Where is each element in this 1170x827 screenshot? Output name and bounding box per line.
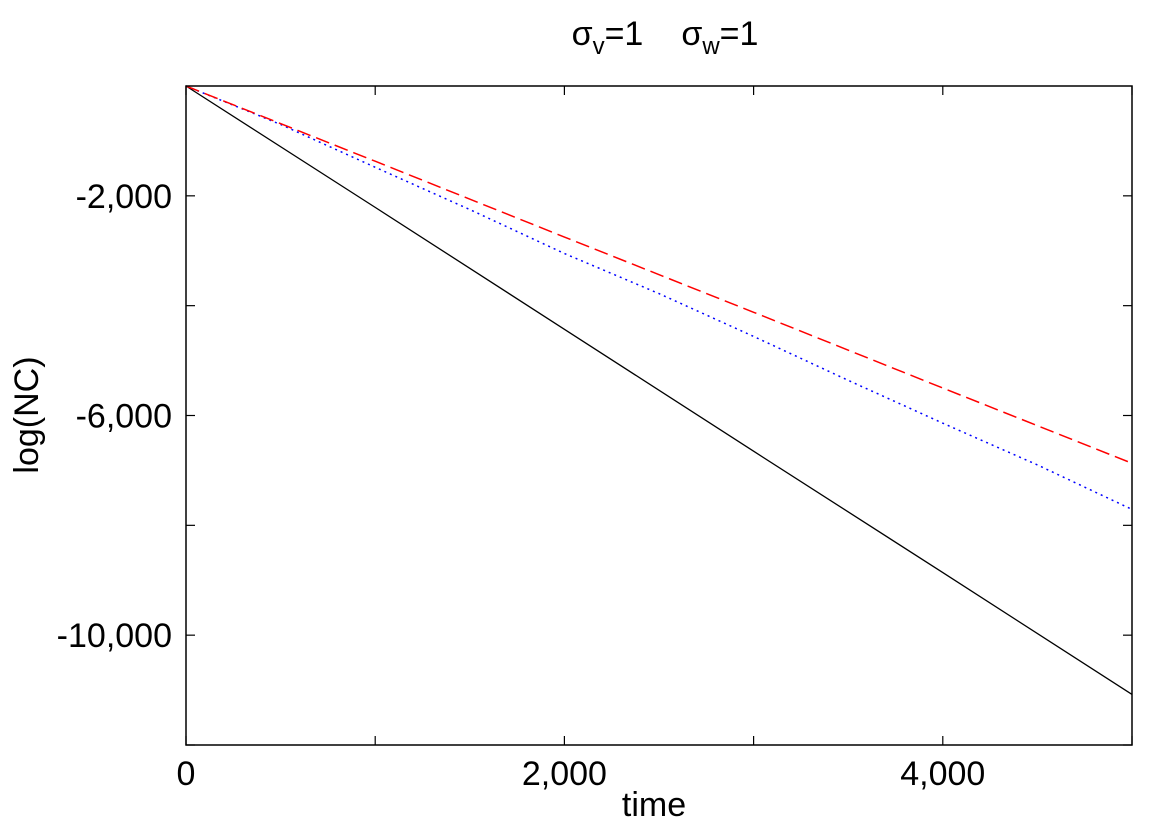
y-axis-label: log(NC) (8, 356, 46, 473)
y-tick-label: -10,000 (57, 617, 172, 655)
x-axis-label: time (622, 786, 686, 824)
x-axis-ticks: 0 2,000 4,000 (177, 86, 1133, 793)
title-sigma-w-value: =1 (720, 15, 759, 53)
series-line-dotted (185, 85, 1133, 511)
title-sigma-w-symbol: σ (681, 15, 702, 53)
title-sigma-v-symbol: σ (572, 15, 593, 53)
series-layer (185, 85, 1133, 696)
series-line-dashed (185, 85, 1133, 464)
chart-title: σv=1 σw=1 (572, 15, 759, 60)
y-axis-ticks: -2,000 -6,000 -10,000 (57, 178, 1132, 746)
x-tick-label: 2,000 (522, 755, 607, 793)
series-line-solid (185, 85, 1133, 696)
y-tick-label: -2,000 (76, 178, 172, 216)
plot-area: 0 2,000 4,000 -2,000 -6,000 -10,000 (57, 85, 1133, 793)
x-tick-label: 0 (177, 755, 196, 793)
title-sigma-w-subscript: w (701, 33, 720, 60)
title-sigma-v-value: =1 (605, 15, 644, 53)
title-sigma-v-subscript: v (593, 33, 605, 60)
y-tick-label: -6,000 (76, 398, 172, 436)
x-tick-label: 4,000 (900, 755, 985, 793)
